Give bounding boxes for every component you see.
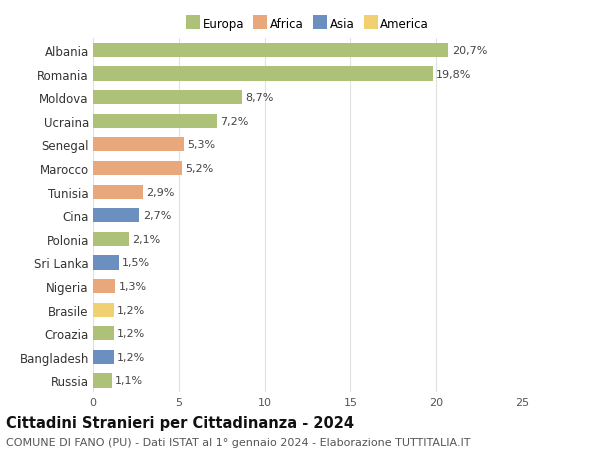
Text: 1,1%: 1,1% — [115, 375, 143, 386]
Text: 2,1%: 2,1% — [133, 234, 161, 244]
Bar — [93, 67, 433, 81]
Bar — [93, 232, 129, 246]
Text: 8,7%: 8,7% — [246, 93, 274, 103]
Bar — [93, 326, 113, 341]
Text: 19,8%: 19,8% — [436, 69, 472, 79]
Text: 5,2%: 5,2% — [185, 163, 214, 174]
Bar — [93, 256, 119, 270]
Bar — [93, 162, 182, 176]
Text: 2,7%: 2,7% — [143, 211, 171, 221]
Text: 2,9%: 2,9% — [146, 187, 175, 197]
Bar — [93, 91, 242, 105]
Text: COMUNE DI FANO (PU) - Dati ISTAT al 1° gennaio 2024 - Elaborazione TUTTITALIA.IT: COMUNE DI FANO (PU) - Dati ISTAT al 1° g… — [6, 437, 470, 447]
Bar — [93, 209, 139, 223]
Text: 1,5%: 1,5% — [122, 258, 150, 268]
Bar — [93, 374, 112, 388]
Text: 1,2%: 1,2% — [117, 329, 145, 339]
Text: 1,2%: 1,2% — [117, 305, 145, 315]
Text: 5,3%: 5,3% — [187, 140, 215, 150]
Bar — [93, 280, 115, 293]
Bar — [93, 350, 113, 364]
Bar — [93, 185, 143, 199]
Text: Cittadini Stranieri per Cittadinanza - 2024: Cittadini Stranieri per Cittadinanza - 2… — [6, 415, 354, 431]
Text: 1,2%: 1,2% — [117, 352, 145, 362]
Legend: Europa, Africa, Asia, America: Europa, Africa, Asia, America — [182, 15, 433, 35]
Text: 1,3%: 1,3% — [119, 281, 147, 291]
Bar — [93, 114, 217, 129]
Bar — [93, 303, 113, 317]
Bar — [93, 44, 448, 58]
Bar — [93, 138, 184, 152]
Text: 20,7%: 20,7% — [452, 46, 487, 56]
Text: 7,2%: 7,2% — [220, 117, 248, 127]
